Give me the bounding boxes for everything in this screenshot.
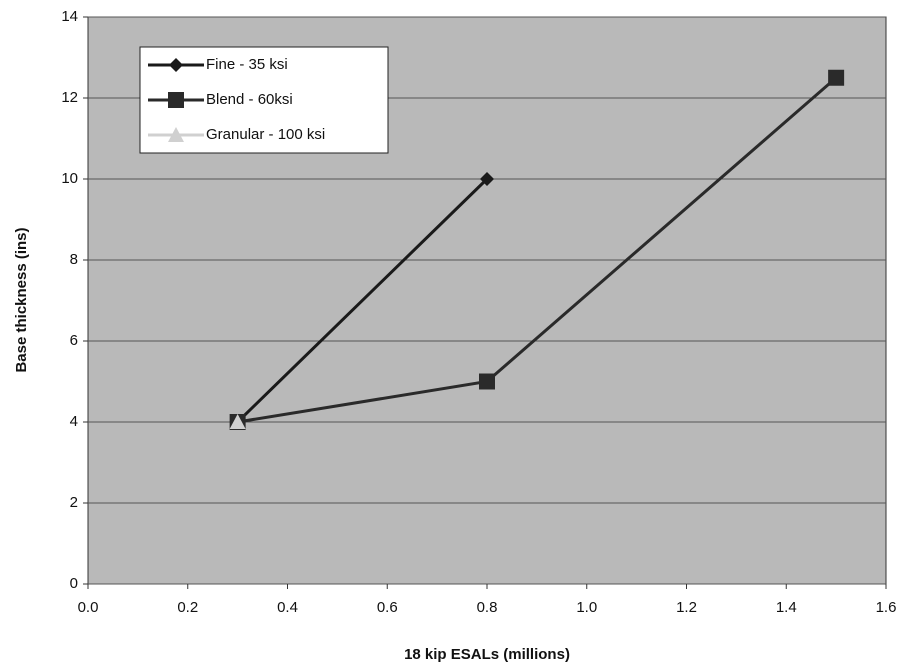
y-tick-label: 4 xyxy=(70,413,78,430)
series-line xyxy=(236,177,489,424)
y-tick-label: 0 xyxy=(70,575,78,592)
x-tick-label: 1.0 xyxy=(576,599,597,616)
data-point xyxy=(828,69,845,86)
legend-label: Blend - 60ksi xyxy=(206,91,293,108)
x-tick-label: 0.0 xyxy=(78,599,99,616)
y-tick-label: 12 xyxy=(61,89,78,106)
x-axis-title: 18 kip ESALs (millions) xyxy=(404,646,570,663)
legend-marker xyxy=(168,127,184,142)
x-tick-label: 1.6 xyxy=(876,599,897,616)
x-tick-label: 1.4 xyxy=(776,599,797,616)
data-point xyxy=(229,414,246,429)
y-axis-title: Base thickness (ins) xyxy=(13,227,30,372)
x-tick-label: 1.2 xyxy=(676,599,697,616)
y-tick-label: 10 xyxy=(61,170,78,187)
x-tick-label: 0.8 xyxy=(477,599,498,616)
x-tick-label: 0.4 xyxy=(277,599,298,616)
data-point xyxy=(480,172,494,186)
legend-label: Granular - 100 ksi xyxy=(206,126,325,143)
x-tick-label: 0.2 xyxy=(177,599,198,616)
legend-marker xyxy=(169,58,183,72)
y-tick-label: 6 xyxy=(70,332,78,349)
x-tick-label: 0.6 xyxy=(377,599,398,616)
y-tick-label: 8 xyxy=(70,251,78,268)
legend-label: Fine - 35 ksi xyxy=(206,56,288,73)
data-point xyxy=(479,373,495,390)
y-tick-label: 14 xyxy=(61,8,78,25)
y-tick-label: 2 xyxy=(70,494,78,511)
legend-marker xyxy=(168,92,184,108)
